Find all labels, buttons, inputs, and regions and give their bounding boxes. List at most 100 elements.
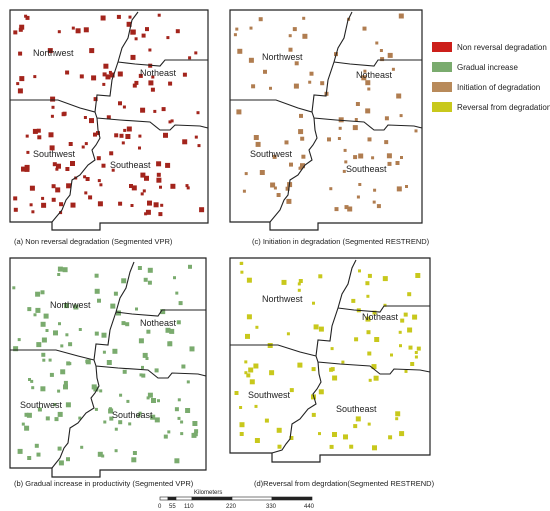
panel-caption: (d)Reversal from degrdation(Segmented RE… — [254, 479, 435, 488]
degradation-pixel — [254, 404, 258, 408]
degradation-pixel — [85, 359, 91, 365]
degradation-pixel — [308, 80, 312, 84]
degradation-pixel — [89, 48, 95, 54]
degradation-pixel — [33, 75, 37, 79]
degradation-pixel — [119, 133, 124, 138]
degradation-pixel — [288, 47, 293, 52]
degradation-pixel — [248, 367, 254, 373]
degradation-pixel — [50, 114, 54, 118]
degradation-pixel — [40, 386, 46, 392]
degradation-pixel — [414, 355, 418, 359]
degradation-pixel — [26, 150, 30, 154]
region-label: Northwest — [50, 300, 91, 310]
degradation-pixel — [330, 347, 334, 351]
degradation-pixel — [399, 114, 403, 118]
region-boundary — [51, 365, 100, 469]
degradation-pixel — [41, 352, 46, 357]
region-label: Southeast — [346, 164, 387, 174]
degradation-pixel — [379, 49, 383, 52]
state-outline — [9, 257, 207, 478]
region-label: Notheast — [356, 70, 393, 80]
degradation-pixel — [140, 172, 146, 178]
region-label: Northwest — [262, 294, 303, 304]
degradation-pixel — [246, 314, 252, 320]
degradation-pixel — [60, 369, 66, 375]
degradation-pixel — [150, 414, 156, 420]
degradation-pixel — [49, 372, 54, 377]
scale-unit: Kilometers — [194, 490, 222, 496]
degradation-pixel — [94, 407, 98, 411]
degradation-pixel — [132, 83, 137, 88]
degradation-pixel — [374, 337, 380, 342]
degradation-pixel — [318, 326, 324, 332]
degradation-pixel — [41, 337, 47, 343]
degradation-pixel — [365, 108, 371, 114]
degradation-pixel — [106, 360, 112, 365]
degradation-pixel — [165, 327, 171, 333]
degradation-pixel — [19, 24, 25, 30]
legend-label: Reversal from degradation — [457, 103, 550, 112]
degradation-pixel — [109, 416, 114, 421]
degradation-pixel — [26, 412, 32, 418]
degradation-pixel — [43, 313, 49, 319]
degradation-pixel — [17, 88, 23, 94]
degradation-pixel — [141, 373, 146, 378]
degradation-pixel — [57, 266, 63, 272]
degradation-pixel — [244, 371, 248, 375]
degradation-pixel — [65, 167, 70, 171]
degradation-pixel — [130, 29, 136, 35]
degradation-pixel — [361, 75, 367, 81]
region-label: Southwest — [20, 400, 63, 410]
degradation-pixel — [313, 324, 319, 330]
degradation-pixel — [154, 417, 160, 423]
degradation-pixel — [123, 128, 127, 132]
degradation-pixel — [395, 411, 401, 417]
state-outline — [9, 9, 209, 231]
degradation-pixel — [398, 13, 404, 19]
degradation-pixel — [128, 422, 132, 426]
degradation-pixel — [355, 102, 360, 106]
degradation-pixel — [194, 135, 198, 139]
degradation-pixel — [309, 71, 314, 76]
degradation-pixel — [235, 27, 239, 31]
degradation-pixel — [119, 393, 123, 397]
panel-caption: (a) Non reversal degradation (Segmented … — [14, 237, 173, 246]
degradation-pixel — [66, 361, 71, 366]
degradation-pixel — [289, 162, 293, 167]
degradation-pixel — [367, 351, 372, 356]
degradation-pixel — [122, 369, 127, 374]
degradation-pixel — [386, 153, 392, 159]
degradation-pixel — [375, 41, 379, 45]
legend-label: Gradual increase — [457, 63, 518, 72]
degradation-pixel — [312, 301, 315, 305]
degradation-pixel — [147, 392, 153, 398]
legend: Non reversal degradation Gradual increas… — [432, 42, 550, 112]
degradation-pixel — [101, 454, 105, 458]
degradation-pixel — [343, 434, 348, 440]
degradation-pixel — [193, 432, 198, 437]
degradation-pixel — [97, 298, 101, 303]
degradation-pixel — [318, 274, 323, 279]
degradation-pixel — [246, 373, 251, 378]
degradation-pixel — [118, 420, 123, 425]
degradation-pixel — [157, 399, 160, 403]
degradation-pixel — [35, 291, 41, 297]
degradation-pixel — [311, 412, 316, 417]
degradation-pixel — [96, 156, 101, 161]
degradation-pixel — [160, 309, 166, 315]
legend-swatch — [432, 62, 452, 72]
degradation-pixel — [30, 379, 34, 383]
degradation-pixel — [276, 193, 281, 197]
degradation-pixel — [113, 291, 118, 296]
degradation-pixel — [192, 421, 198, 426]
degradation-pixel — [126, 21, 132, 27]
degradation-pixel — [196, 111, 200, 115]
degradation-pixel — [65, 70, 70, 75]
degradation-pixel — [112, 348, 118, 354]
degradation-pixel — [68, 142, 73, 146]
degradation-pixel — [367, 137, 372, 142]
degradation-pixel — [66, 183, 72, 189]
degradation-pixel — [41, 202, 47, 208]
degradation-pixel — [199, 207, 205, 213]
degradation-pixel — [84, 142, 88, 146]
